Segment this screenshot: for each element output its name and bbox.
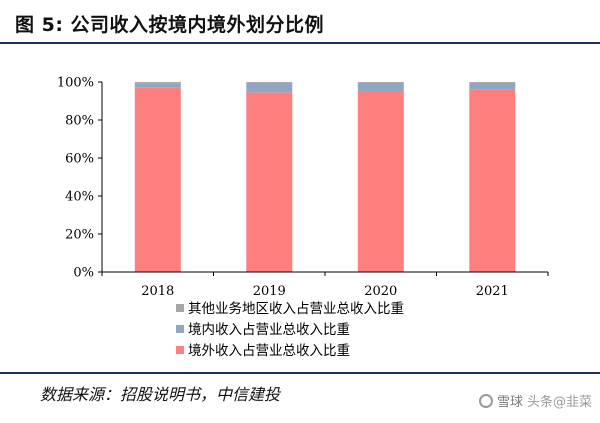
- bar-segment: [357, 82, 404, 83]
- legend-swatch: [176, 346, 184, 354]
- bar-segment: [357, 82, 404, 92]
- y-tick-label: 80%: [65, 114, 94, 129]
- figure-title: 图 5: 公司收入按境内境外划分比例: [15, 14, 325, 36]
- y-tick-label: 60%: [65, 152, 94, 167]
- y-tick-label: 20%: [65, 228, 94, 243]
- watermark-right: 头条@韭菜: [526, 395, 592, 410]
- bar-segment: [246, 82, 293, 93]
- watermark-left: 雪球: [496, 395, 523, 410]
- top-rule: [0, 42, 600, 44]
- x-tick-label: 2018: [141, 284, 174, 299]
- legend-label: 境内收入占营业总收入比重: [188, 322, 350, 338]
- x-axis: 2018 2019 2020 2021: [101, 271, 549, 299]
- x-tick-label: 2020: [364, 284, 397, 299]
- x-tick-label: 2019: [253, 284, 286, 299]
- legend-label: 其他业务地区收入占营业总收入比重: [188, 301, 404, 317]
- source-note: 数据来源：招股说明书，中信建投: [40, 385, 281, 404]
- bars-group: [134, 82, 516, 272]
- bar-segment: [134, 82, 181, 84]
- bottom-rule: [0, 372, 600, 374]
- watermark: 雪球 头条@韭菜: [478, 391, 592, 410]
- y-tick-label: 0%: [73, 266, 94, 281]
- y-tick-label: 100%: [57, 76, 94, 91]
- legend-label: 境外收入占营业总收入比重: [188, 343, 350, 359]
- y-tick-label: 40%: [65, 190, 94, 205]
- x-tick-label: 2021: [476, 284, 509, 299]
- bar-segment: [246, 82, 293, 83]
- bar-segment: [134, 83, 181, 88]
- bar-segment: [357, 91, 404, 272]
- bar-segment: [134, 87, 181, 272]
- y-axis: 0% 20% 40% 60% 80% 100%: [57, 76, 103, 281]
- bar-segment: [469, 82, 516, 83]
- snowball-logo-icon: [478, 393, 493, 408]
- bar-segment: [246, 92, 293, 272]
- legend-swatch: [176, 325, 184, 333]
- bar-chart: 0% 20% 40% 60% 80% 100% 2018 2019 2020 2021 其他业务…: [57, 76, 549, 359]
- bar-segment: [469, 89, 516, 272]
- legend-swatch: [176, 304, 184, 312]
- bar-segment: [469, 82, 516, 90]
